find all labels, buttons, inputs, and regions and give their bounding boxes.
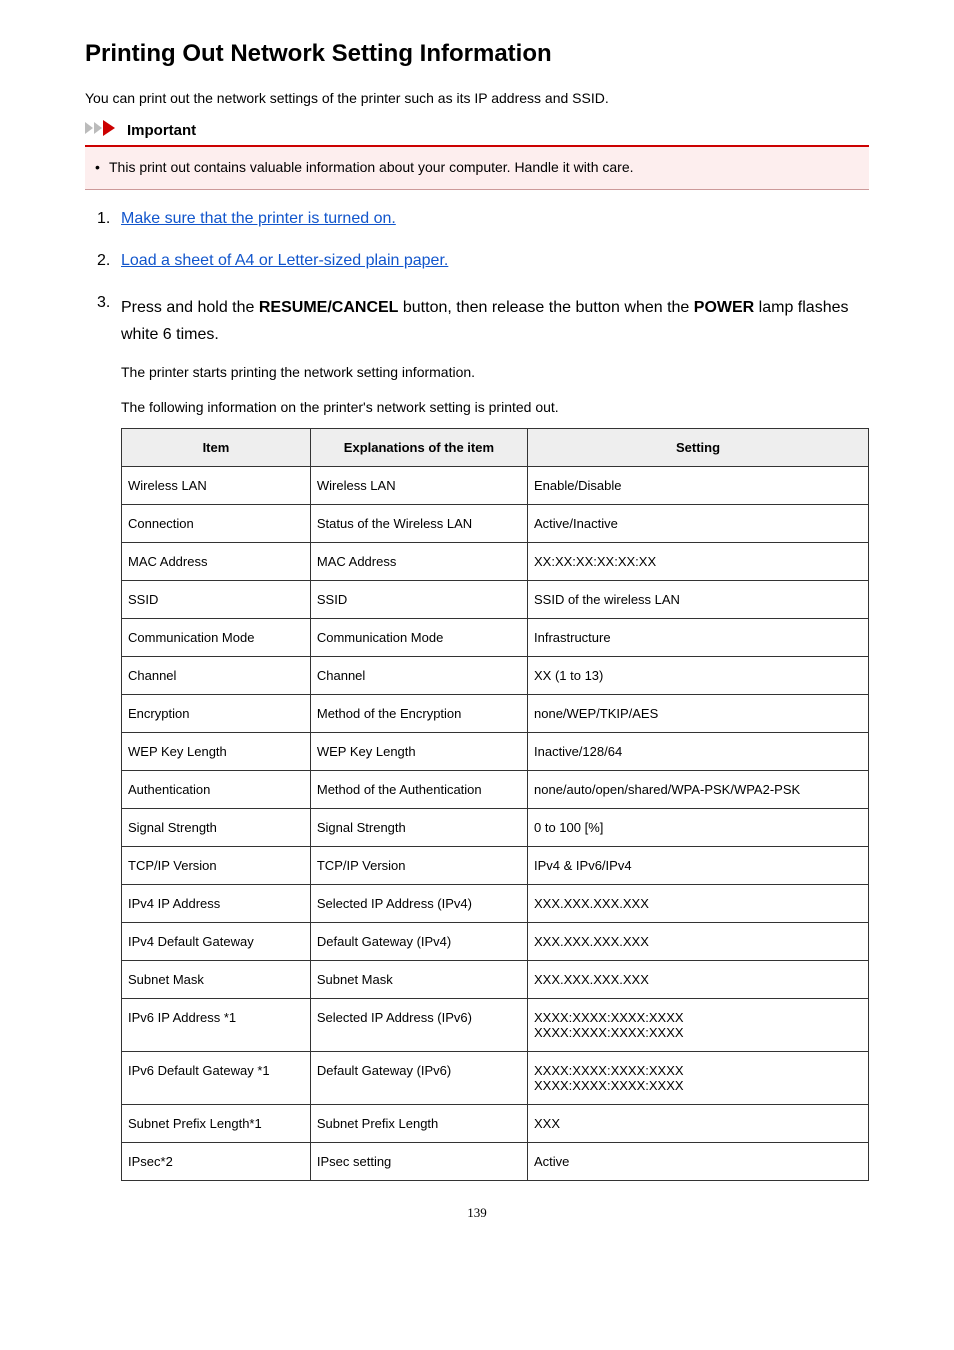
table-row: Subnet Prefix Length*1Subnet Prefix Leng…: [122, 1105, 869, 1143]
table-row: SSIDSSIDSSID of the wireless LAN: [122, 581, 869, 619]
table-row: EncryptionMethod of the Encryptionnone/W…: [122, 695, 869, 733]
cell-setting: XX:XX:XX:XX:XX:XX: [528, 543, 869, 581]
table-row: IPv4 IP AddressSelected IP Address (IPv4…: [122, 885, 869, 923]
table-row: Signal StrengthSignal Strength0 to 100 […: [122, 809, 869, 847]
step3-sub2: The following information on the printer…: [121, 397, 869, 418]
cell-setting: none/WEP/TKIP/AES: [528, 695, 869, 733]
page-title: Printing Out Network Setting Information: [85, 40, 869, 68]
cell-setting: SSID of the wireless LAN: [528, 581, 869, 619]
cell-setting: XXXX:XXXX:XXXX:XXXX XXXX:XXXX:XXXX:XXXX: [528, 999, 869, 1052]
cell-item: Signal Strength: [122, 809, 311, 847]
cell-explanation: Default Gateway (IPv4): [310, 923, 527, 961]
cell-item: WEP Key Length: [122, 733, 311, 771]
table-body: Wireless LANWireless LANEnable/DisableCo…: [122, 467, 869, 1181]
step-2: Load a sheet of A4 or Letter-sized plain…: [97, 252, 869, 270]
step3-btn1: RESUME/CANCEL: [259, 299, 399, 316]
cell-item: IPv4 IP Address: [122, 885, 311, 923]
cell-setting: XXX: [528, 1105, 869, 1143]
important-header: Important: [85, 120, 869, 141]
intro-text: You can print out the network settings o…: [85, 90, 869, 106]
step-3: Press and hold the RESUME/CANCEL button,…: [97, 294, 869, 1181]
cell-explanation: Selected IP Address (IPv4): [310, 885, 527, 923]
cell-explanation: Communication Mode: [310, 619, 527, 657]
th-item: Item: [122, 429, 311, 467]
table-row: IPv6 Default Gateway *1Default Gateway (…: [122, 1052, 869, 1105]
cell-explanation: IPsec setting: [310, 1143, 527, 1181]
cell-item: IPv6 Default Gateway *1: [122, 1052, 311, 1105]
table-row: AuthenticationMethod of the Authenticati…: [122, 771, 869, 809]
cell-item: Authentication: [122, 771, 311, 809]
cell-explanation: Method of the Encryption: [310, 695, 527, 733]
table-row: Subnet MaskSubnet MaskXXX.XXX.XXX.XXX: [122, 961, 869, 999]
important-icon: [85, 120, 121, 141]
cell-explanation: SSID: [310, 581, 527, 619]
th-explanation: Explanations of the item: [310, 429, 527, 467]
table-row: ConnectionStatus of the Wireless LANActi…: [122, 505, 869, 543]
cell-explanation: Channel: [310, 657, 527, 695]
cell-setting: XXX.XXX.XXX.XXX: [528, 885, 869, 923]
step3-btn2: POWER: [694, 299, 754, 316]
step3-text: Press and hold the RESUME/CANCEL button,…: [121, 299, 848, 343]
cell-setting: IPv4 & IPv6/IPv4: [528, 847, 869, 885]
cell-setting: Enable/Disable: [528, 467, 869, 505]
steps-list: Make sure that the printer is turned on.…: [85, 210, 869, 1181]
table-row: Communication ModeCommunication ModeInfr…: [122, 619, 869, 657]
cell-item: Subnet Mask: [122, 961, 311, 999]
important-box: This print out contains valuable informa…: [85, 145, 869, 190]
cell-explanation: Signal Strength: [310, 809, 527, 847]
cell-explanation: Default Gateway (IPv6): [310, 1052, 527, 1105]
table-row: ChannelChannelXX (1 to 13): [122, 657, 869, 695]
step3-mid: button, then release the button when the: [398, 299, 693, 316]
table-header-row: Item Explanations of the item Setting: [122, 429, 869, 467]
cell-item: Subnet Prefix Length*1: [122, 1105, 311, 1143]
table-row: IPv6 IP Address *1Selected IP Address (I…: [122, 999, 869, 1052]
cell-setting: XXX.XXX.XXX.XXX: [528, 923, 869, 961]
cell-setting: 0 to 100 [%]: [528, 809, 869, 847]
cell-setting: Infrastructure: [528, 619, 869, 657]
cell-item: Connection: [122, 505, 311, 543]
cell-explanation: Wireless LAN: [310, 467, 527, 505]
cell-item: Channel: [122, 657, 311, 695]
network-table: Item Explanations of the item Setting Wi…: [121, 428, 869, 1181]
th-setting: Setting: [528, 429, 869, 467]
cell-explanation: Method of the Authentication: [310, 771, 527, 809]
cell-setting: XXX.XXX.XXX.XXX: [528, 961, 869, 999]
table-row: TCP/IP VersionTCP/IP VersionIPv4 & IPv6/…: [122, 847, 869, 885]
cell-item: Wireless LAN: [122, 467, 311, 505]
table-row: IPv4 Default GatewayDefault Gateway (IPv…: [122, 923, 869, 961]
important-item: This print out contains valuable informa…: [93, 159, 861, 175]
cell-explanation: Subnet Prefix Length: [310, 1105, 527, 1143]
table-row: MAC AddressMAC AddressXX:XX:XX:XX:XX:XX: [122, 543, 869, 581]
cell-item: MAC Address: [122, 543, 311, 581]
step-1: Make sure that the printer is turned on.: [97, 210, 869, 228]
important-label: Important: [127, 122, 196, 139]
cell-item: SSID: [122, 581, 311, 619]
table-row: WEP Key LengthWEP Key LengthInactive/128…: [122, 733, 869, 771]
cell-item: IPv6 IP Address *1: [122, 999, 311, 1052]
page-number: 139: [85, 1205, 869, 1221]
cell-setting: Active: [528, 1143, 869, 1181]
step3-sub1: The printer starts printing the network …: [121, 362, 869, 383]
cell-item: Encryption: [122, 695, 311, 733]
cell-item: IPv4 Default Gateway: [122, 923, 311, 961]
cell-explanation: Subnet Mask: [310, 961, 527, 999]
cell-setting: XX (1 to 13): [528, 657, 869, 695]
cell-setting: Active/Inactive: [528, 505, 869, 543]
step1-link[interactable]: Make sure that the printer is turned on.: [121, 210, 396, 227]
cell-explanation: WEP Key Length: [310, 733, 527, 771]
cell-setting: none/auto/open/shared/WPA-PSK/WPA2-PSK: [528, 771, 869, 809]
cell-setting: Inactive/128/64: [528, 733, 869, 771]
cell-explanation: TCP/IP Version: [310, 847, 527, 885]
table-row: Wireless LANWireless LANEnable/Disable: [122, 467, 869, 505]
cell-item: Communication Mode: [122, 619, 311, 657]
step3-pre: Press and hold the: [121, 299, 259, 316]
cell-item: IPsec*2: [122, 1143, 311, 1181]
cell-explanation: Selected IP Address (IPv6): [310, 999, 527, 1052]
cell-explanation: Status of the Wireless LAN: [310, 505, 527, 543]
table-row: IPsec*2IPsec settingActive: [122, 1143, 869, 1181]
cell-setting: XXXX:XXXX:XXXX:XXXX XXXX:XXXX:XXXX:XXXX: [528, 1052, 869, 1105]
step2-link[interactable]: Load a sheet of A4 or Letter-sized plain…: [121, 252, 448, 269]
cell-explanation: MAC Address: [310, 543, 527, 581]
cell-item: TCP/IP Version: [122, 847, 311, 885]
